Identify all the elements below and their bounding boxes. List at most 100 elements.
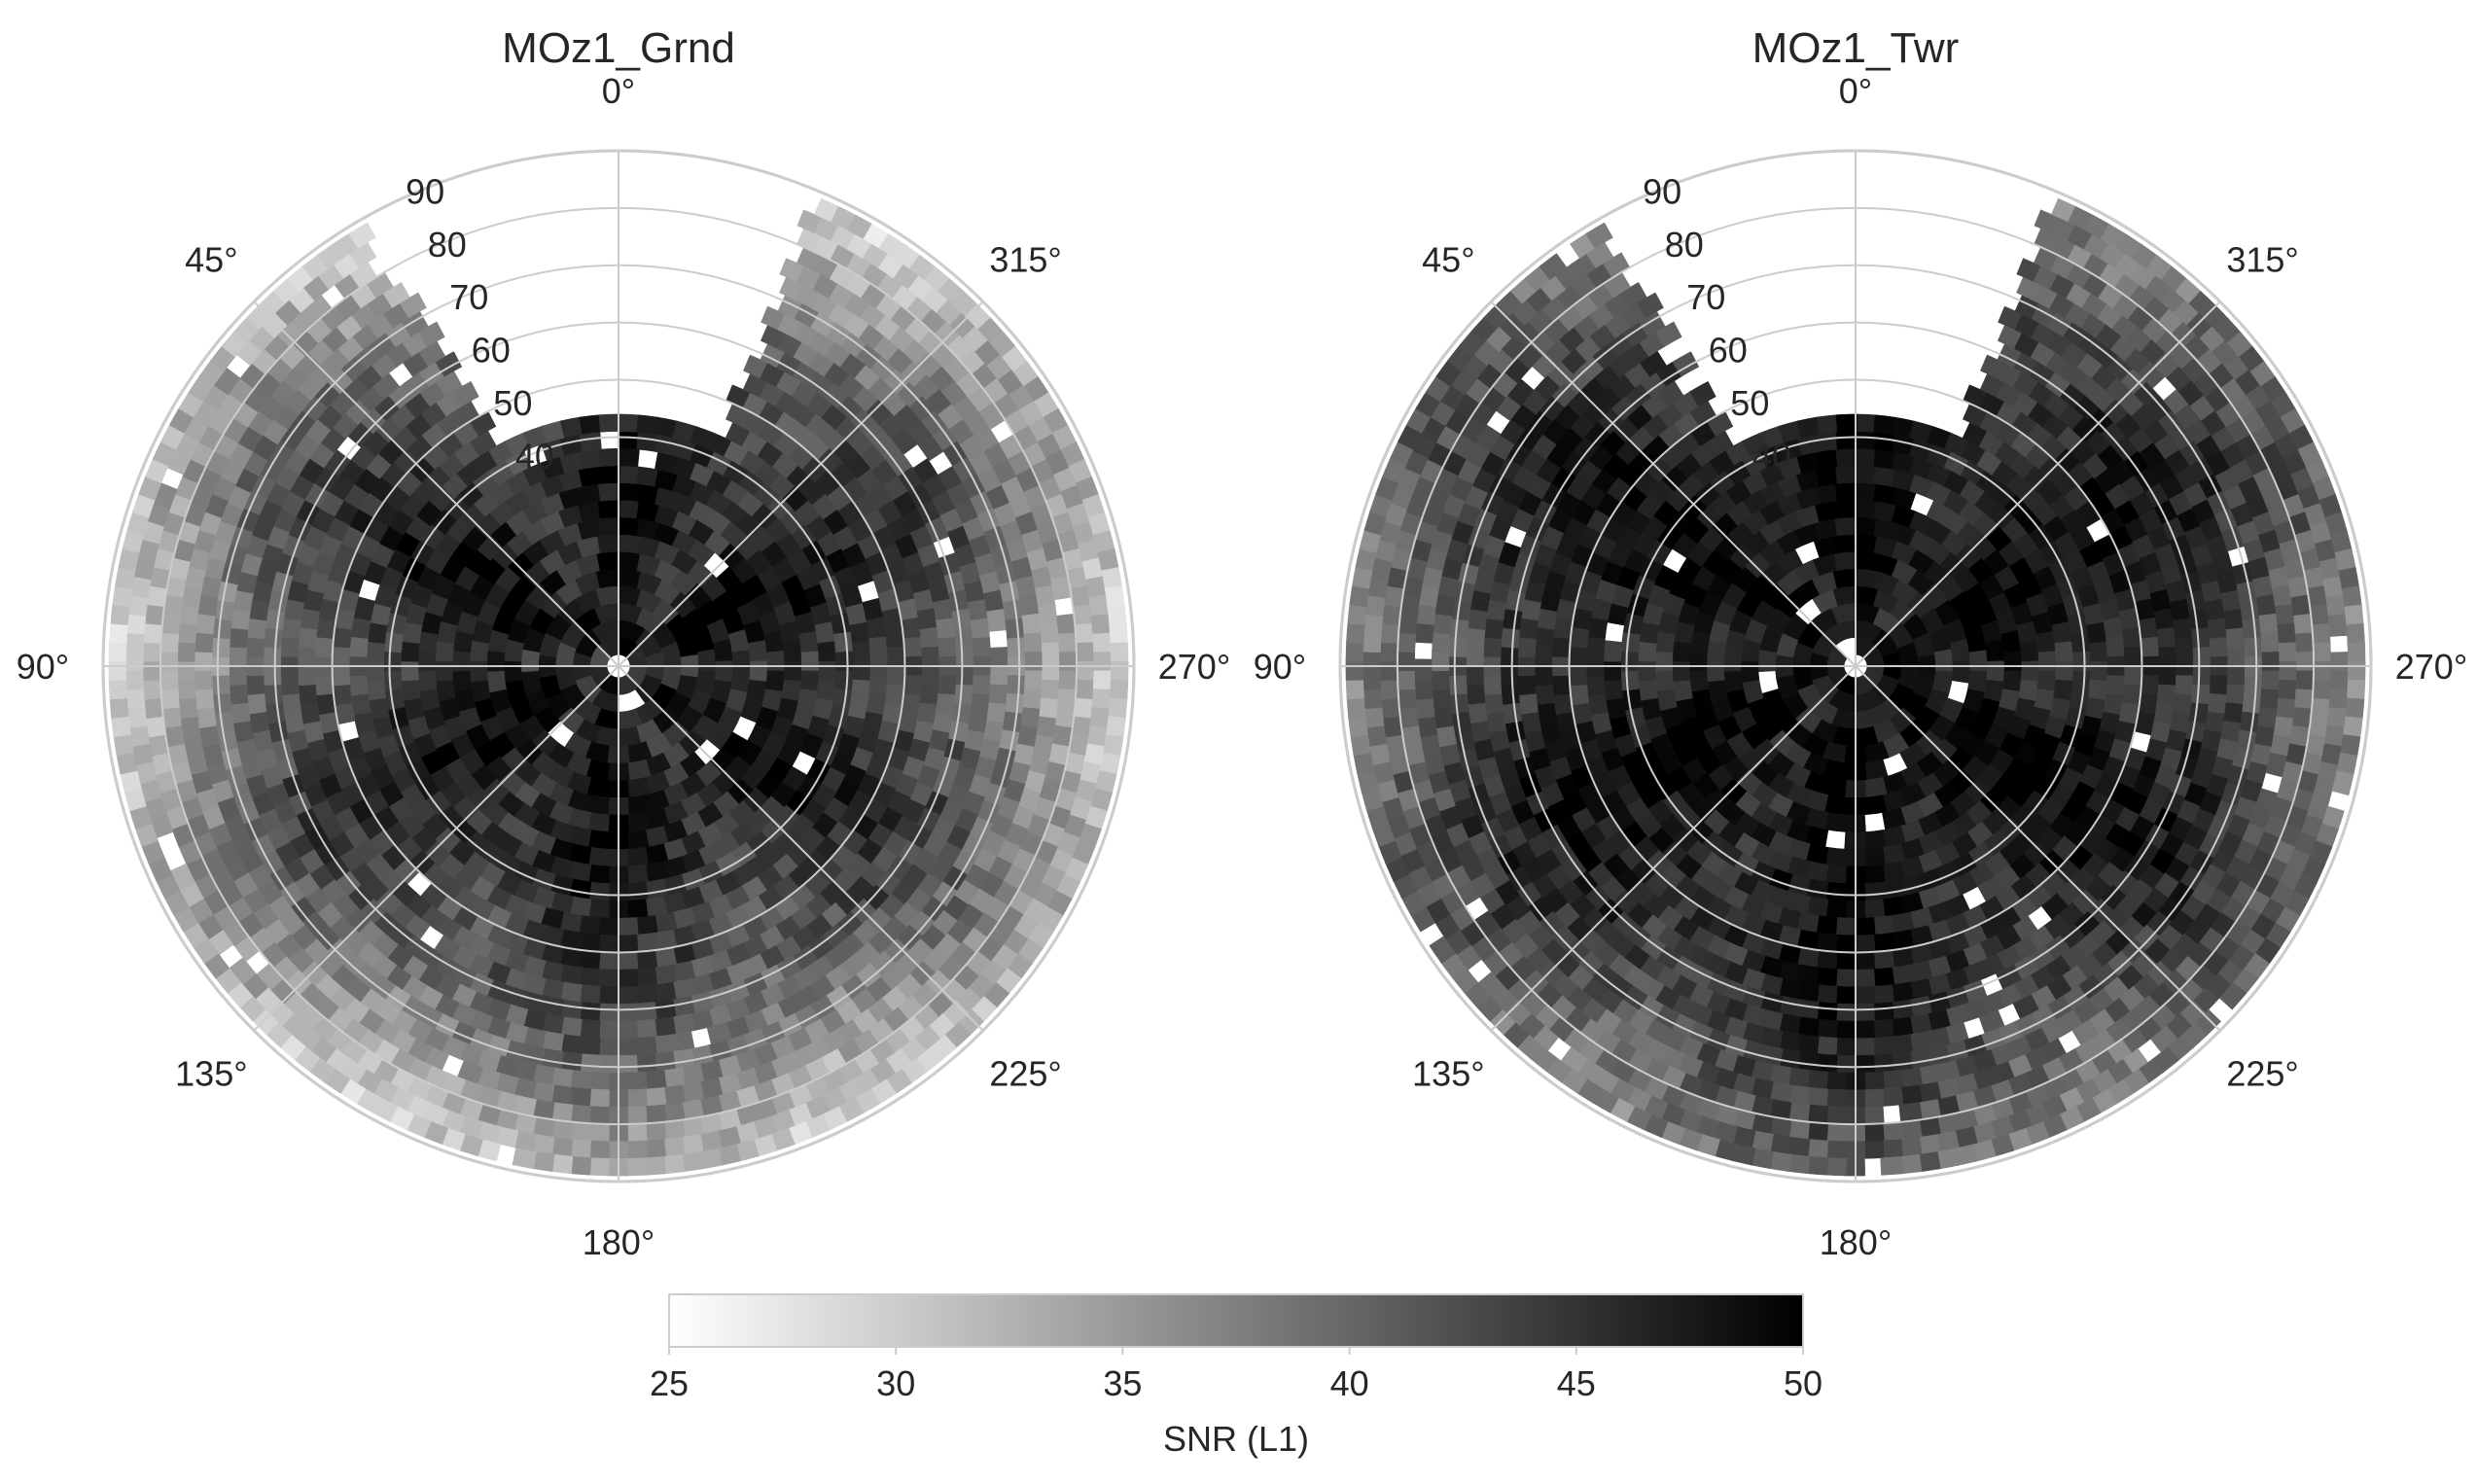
heatmap-cell	[849, 621, 870, 646]
heatmap-cell	[297, 645, 316, 667]
heatmap-cell	[451, 650, 471, 672]
heatmap-cell	[2123, 646, 2142, 668]
heatmap-cell	[1835, 431, 1858, 450]
heatmap-cell	[2225, 627, 2246, 651]
heatmap-cell	[1855, 413, 1877, 433]
heatmap-cell	[1689, 380, 1716, 407]
heatmap-cell	[1041, 642, 1060, 664]
heatmap-cell	[2003, 650, 2023, 673]
heatmap-cell	[245, 654, 265, 677]
heatmap-cell	[626, 777, 651, 798]
heatmap-cell	[1951, 660, 1971, 684]
plot-title: MOz1_Twr	[1752, 24, 1960, 72]
heatmap-cell	[1834, 1020, 1857, 1040]
heatmap-cell	[2158, 646, 2177, 668]
heatmap-cell	[1040, 622, 1060, 646]
heatmap-cell	[1482, 654, 1502, 677]
heatmap-cell	[1933, 649, 1954, 673]
heatmap-cell	[332, 645, 351, 667]
heatmap-cell	[1816, 414, 1839, 435]
heatmap-cell	[1466, 682, 1486, 705]
r-tick-label: 90	[1643, 171, 1681, 211]
heatmap-cell	[1585, 222, 1613, 249]
heatmap-cell	[624, 1122, 648, 1142]
heatmap-cell	[618, 499, 641, 519]
heatmap-cell	[263, 663, 282, 687]
heatmap-cell	[2175, 636, 2194, 659]
heatmap-cell	[579, 414, 602, 435]
heatmap-cell	[417, 650, 437, 672]
heatmap-cell	[2207, 618, 2228, 641]
heatmap-cell	[1816, 432, 1839, 452]
colorbar-tick-label: 40	[1330, 1363, 1369, 1403]
heatmap-cell	[1854, 951, 1876, 971]
heatmap-cell	[1986, 660, 2005, 684]
heatmap-cell	[2121, 626, 2142, 650]
heatmap-cell	[626, 864, 649, 884]
heatmap-cell	[1483, 691, 1504, 715]
heatmap-cell	[618, 465, 640, 484]
heatmap-cell	[1863, 864, 1886, 884]
heatmap-cell	[618, 431, 640, 450]
heatmap-cell	[2089, 660, 2108, 683]
heatmap-cell	[2000, 630, 2022, 654]
heatmap-cell	[435, 659, 454, 682]
heatmap-cell	[1535, 682, 1555, 706]
heatmap-cell	[1518, 691, 1539, 715]
heatmap-cell	[1855, 482, 1877, 502]
r-tick-labels: 40 50 60 70 80 90	[1643, 171, 1791, 476]
heatmap-cell	[1093, 652, 1112, 674]
theta-tick-label: 45°	[1422, 239, 1474, 279]
heatmap-cell	[818, 660, 837, 683]
grid-spoke	[253, 300, 619, 667]
heatmap-cell	[634, 967, 658, 987]
heatmap-cell	[1832, 568, 1857, 589]
heatmap-cell	[936, 618, 956, 641]
heatmap-cell	[783, 660, 802, 683]
heatmap-cell	[617, 969, 639, 988]
heatmap-cell	[618, 413, 640, 433]
grid-spoke	[1855, 300, 2221, 667]
heatmap-cell	[486, 669, 507, 693]
heatmap-cell	[1862, 881, 1886, 901]
heatmap-cell	[1835, 413, 1858, 433]
heatmap-cell	[108, 677, 127, 700]
heatmap-cell	[618, 482, 640, 502]
heatmap-cell	[866, 617, 887, 641]
theta-tick-label: 180°	[1820, 1222, 1892, 1262]
heatmap-cell	[1880, 1155, 1903, 1176]
heatmap-cell	[617, 934, 639, 953]
heatmap-cell	[2313, 642, 2332, 665]
heatmap-cell	[597, 917, 619, 936]
heatmap-cell	[596, 1037, 619, 1056]
heatmap-cell	[597, 516, 620, 537]
heatmap-cell	[955, 665, 974, 688]
heatmap-cell	[2209, 637, 2228, 659]
heatmap-cell	[1517, 673, 1537, 696]
theta-tick-label: 90°	[17, 647, 69, 687]
heatmap-cell	[1603, 640, 1623, 662]
heatmap-cell	[1110, 642, 1129, 665]
heatmap-cell	[143, 677, 162, 700]
heatmap-cell	[1621, 687, 1643, 711]
heatmap-cell	[159, 649, 179, 672]
heatmap-cell	[714, 660, 734, 684]
theta-tick-labels: 0° 315° 270° 225° 180° 135° 90° 45°	[17, 71, 1230, 1262]
heatmap-cell	[1834, 499, 1858, 519]
heatmap-cell	[1414, 658, 1433, 681]
heatmap-cell	[817, 641, 836, 663]
heatmap-cell	[606, 1123, 629, 1143]
r-tick-label: 80	[1665, 225, 1704, 265]
heatmap-cell	[1843, 1089, 1866, 1108]
heatmap-cell	[1603, 678, 1624, 701]
heatmap-cell	[986, 608, 1007, 632]
heatmap-cell	[1586, 673, 1606, 696]
heatmap-cell	[350, 691, 372, 716]
heatmap-cell	[1861, 1088, 1885, 1108]
heatmap-cell	[417, 669, 438, 691]
heatmap-cell	[1654, 669, 1675, 691]
heatmap-cell	[597, 969, 619, 988]
theta-tick-label: 45°	[185, 239, 237, 279]
heatmap-cell	[2244, 637, 2263, 659]
r-tick-label: 60	[1709, 331, 1748, 371]
